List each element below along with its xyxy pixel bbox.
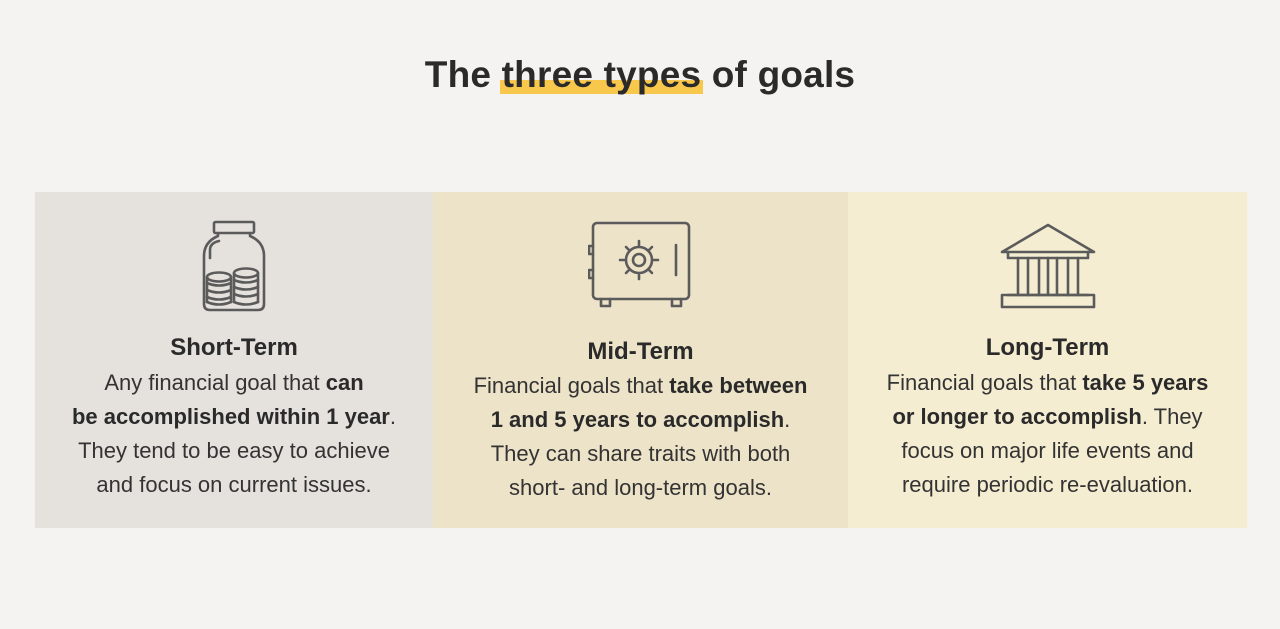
coin-jar-icon xyxy=(202,220,266,312)
panel-heading: Short-Term xyxy=(170,334,298,361)
description-line: Any financial goal that can xyxy=(104,370,364,395)
panel-long-term: Long-Term Financial goals that take 5 ye… xyxy=(848,192,1247,528)
panel-short-term: Short-Term Any financial goal that can b… xyxy=(35,192,433,528)
title-highlight: three types xyxy=(499,54,703,96)
panel-heading: Mid-Term xyxy=(587,338,694,365)
safe-icon xyxy=(587,221,690,308)
panel-description: Any financial goal that can be accomplis… xyxy=(35,366,433,502)
title-prefix: The xyxy=(424,54,502,95)
title-suffix: of goals xyxy=(701,54,856,95)
description-line: require periodic re-evaluation. xyxy=(901,472,1194,497)
description-line: They can share traits with both xyxy=(490,441,791,466)
page-title: The three types of goals xyxy=(0,54,1280,96)
description-line: They tend to be easy to achieve xyxy=(78,438,390,463)
panel-mid-term: Mid-Term Financial goals that take betwe… xyxy=(433,192,848,528)
description-line: Financial goals that take 5 years xyxy=(886,370,1209,395)
goal-panels: Short-Term Any financial goal that can b… xyxy=(35,192,1247,528)
bank-icon xyxy=(1000,223,1095,309)
description-line: and focus on current issues. xyxy=(96,472,372,497)
description-line: short- and long-term goals. xyxy=(509,475,772,500)
description-line: Financial goals that take between xyxy=(473,373,808,398)
description-line: focus on major life events and xyxy=(901,438,1194,463)
panel-description: Financial goals that take 5 years or lon… xyxy=(848,366,1247,502)
description-line: 1 and 5 years to accomplish. xyxy=(490,407,791,432)
description-line: be accomplished within 1 year. xyxy=(71,404,396,429)
panel-heading: Long-Term xyxy=(985,334,1110,361)
description-line: or longer to accomplish. They xyxy=(892,404,1203,429)
title-highlight-text: three types xyxy=(501,54,702,95)
panel-description: Financial goals that take between 1 and … xyxy=(433,369,848,505)
